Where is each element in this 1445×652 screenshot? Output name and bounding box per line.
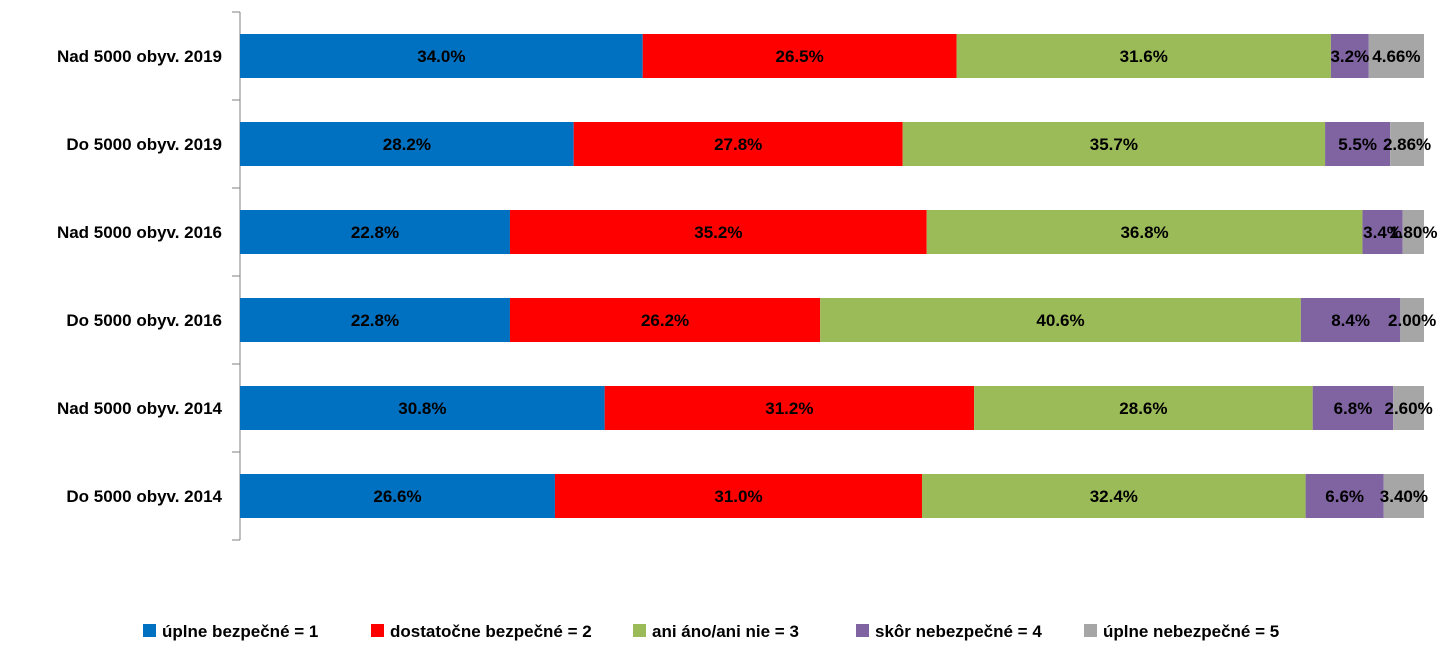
bar-segment: [240, 386, 605, 430]
bar-segment: [1390, 122, 1424, 166]
bar-segment: [1325, 122, 1391, 166]
bar-segment: [554, 474, 922, 518]
bar-segment: [974, 386, 1313, 430]
bar-segment: [1300, 298, 1401, 342]
data-label: 3.4%: [1363, 223, 1402, 242]
category-label: Do 5000 obyv. 2014: [66, 487, 222, 506]
legend-swatch: [371, 624, 384, 637]
category-label: Do 5000 obyv. 2016: [66, 311, 222, 330]
data-labels: 34.0% 26.5% 31.6% 3.2% 4.66% 28.2% 27.8% 35.7% 5…: [351, 47, 1438, 506]
bar-segment: [1393, 386, 1424, 430]
bar-segment: [1305, 474, 1384, 518]
data-label: 31.0%: [714, 487, 762, 506]
data-label: 6.8%: [1334, 399, 1373, 418]
bars: [240, 34, 1424, 518]
bar-segment: [1362, 210, 1403, 254]
data-label: 31.6%: [1120, 47, 1168, 66]
data-label: 2.86%: [1383, 135, 1431, 154]
legend: úplne bezpečné = 1 dostatočne bezpečné = …: [143, 622, 1279, 641]
category-label: Nad 5000 obyv. 2014: [57, 399, 223, 418]
data-label: 4.66%: [1372, 47, 1420, 66]
data-label: 34.0%: [417, 47, 465, 66]
bar-segment: [1400, 298, 1424, 342]
data-label: 27.8%: [714, 135, 762, 154]
data-label: 28.2%: [383, 135, 431, 154]
data-label: 8.4%: [1331, 311, 1370, 330]
bar-segment: [902, 122, 1326, 166]
data-label: 30.8%: [398, 399, 446, 418]
bar-segment: [240, 122, 574, 166]
data-label: 2.00%: [1388, 311, 1436, 330]
bar-segment: [1383, 474, 1424, 518]
data-label: 40.6%: [1036, 311, 1084, 330]
category-label: Nad 5000 obyv. 2016: [57, 223, 222, 242]
category-label: Do 5000 obyv. 2019: [66, 135, 222, 154]
bar-segment: [926, 210, 1363, 254]
bar-segment: [509, 298, 821, 342]
bar-segment: [604, 386, 975, 430]
data-label: 26.6%: [373, 487, 421, 506]
legend-label: skôr nebezpečné = 4: [875, 622, 1042, 641]
legend-swatch: [633, 624, 646, 637]
data-label: 35.2%: [694, 223, 742, 242]
data-label: 1.80%: [1389, 223, 1437, 242]
legend-swatch: [1084, 624, 1097, 637]
bar-segment: [921, 474, 1306, 518]
category-labels: Nad 5000 obyv. 2019 Do 5000 obyv. 2019 Nad…: [57, 47, 223, 506]
data-label: 3.2%: [1330, 47, 1369, 66]
bar-segment: [1330, 34, 1369, 78]
data-label: 26.5%: [776, 47, 824, 66]
data-label: 36.8%: [1120, 223, 1168, 242]
bar-segment: [240, 474, 555, 518]
data-label: 6.6%: [1325, 487, 1364, 506]
category-label: Nad 5000 obyv. 2019: [57, 47, 222, 66]
legend-label: ani áno/ani nie = 3: [652, 622, 799, 641]
data-label: 31.2%: [765, 399, 813, 418]
bar-segment: [573, 122, 903, 166]
bar-segment: [956, 34, 1331, 78]
data-label: 2.60%: [1385, 399, 1433, 418]
data-label: 22.8%: [351, 223, 399, 242]
bar-segment: [240, 210, 510, 254]
legend-label: dostatočne bezpečné = 2: [390, 622, 592, 641]
legend-label: úplne nebezpečné = 5: [1103, 622, 1279, 641]
bar-segment: [509, 210, 927, 254]
bar-segment: [1368, 34, 1424, 78]
data-label: 26.2%: [641, 311, 689, 330]
legend-label: úplne bezpečné = 1: [162, 622, 318, 641]
legend-swatch: [856, 624, 869, 637]
category-axis: [232, 11, 241, 541]
data-label: 5.5%: [1338, 135, 1377, 154]
bar-segment: [642, 34, 957, 78]
bar-segment: [240, 34, 643, 78]
data-label: 32.4%: [1090, 487, 1138, 506]
data-label: 22.8%: [351, 311, 399, 330]
bar-segment: [820, 298, 1301, 342]
data-label: 3.40%: [1380, 487, 1428, 506]
legend-swatch: [143, 624, 156, 637]
bar-segment: [1402, 210, 1424, 254]
data-label: 35.7%: [1090, 135, 1138, 154]
bar-segment: [240, 298, 510, 342]
bar-segment: [1312, 386, 1394, 430]
data-label: 28.6%: [1119, 399, 1167, 418]
